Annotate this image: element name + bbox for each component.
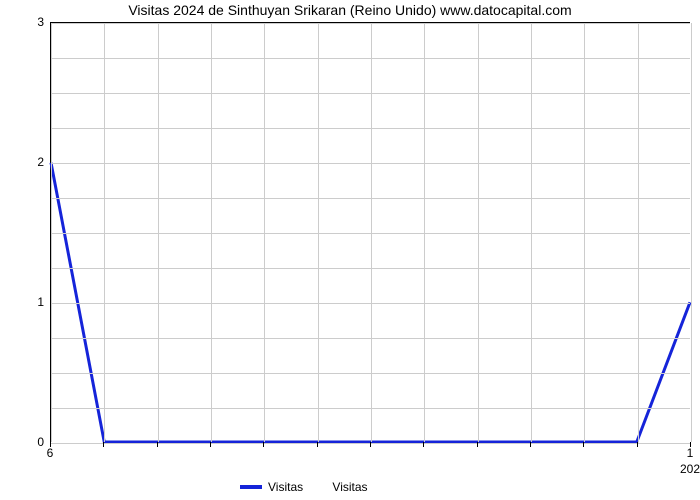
gridline-vertical (424, 23, 425, 442)
gridline-vertical (478, 23, 479, 442)
gridline-vertical (158, 23, 159, 442)
gridline-vertical (211, 23, 212, 442)
x-tick-mark (637, 442, 638, 447)
x-tick-mark (210, 442, 211, 447)
x-tick-mark (583, 442, 584, 447)
x-tick-label: 6 (47, 446, 54, 460)
gridline-vertical (264, 23, 265, 442)
gridline-vertical (638, 23, 639, 442)
gridline-vertical (104, 23, 105, 442)
y-tick-label: 1 (4, 295, 44, 309)
y-tick-label: 3 (4, 15, 44, 29)
x-tick-mark (477, 442, 478, 447)
legend: Visitas (240, 480, 303, 494)
x-tick-label-secondary: 202 (680, 462, 700, 476)
plot-area (50, 22, 690, 442)
x-tick-label: 1 (687, 446, 694, 460)
x-tick-mark (530, 442, 531, 447)
legend-swatch (240, 485, 262, 489)
y-tick-label: 2 (4, 155, 44, 169)
x-axis-label: Visitas (0, 480, 700, 494)
y-tick-label: 0 (4, 435, 44, 449)
chart-title: Visitas 2024 de Sinthuyan Srikaran (Rein… (0, 2, 700, 18)
x-tick-mark (317, 442, 318, 447)
chart-container: Visitas 2024 de Sinthuyan Srikaran (Rein… (0, 0, 700, 500)
x-tick-mark (103, 442, 104, 447)
legend-label: Visitas (268, 480, 303, 494)
gridline-vertical (51, 23, 52, 442)
x-tick-mark (157, 442, 158, 447)
gridline-vertical (318, 23, 319, 442)
x-tick-mark (370, 442, 371, 447)
gridline-vertical (691, 23, 692, 442)
x-tick-mark (263, 442, 264, 447)
gridline-vertical (584, 23, 585, 442)
gridline-vertical (371, 23, 372, 442)
x-tick-mark (423, 442, 424, 447)
gridline-vertical (531, 23, 532, 442)
